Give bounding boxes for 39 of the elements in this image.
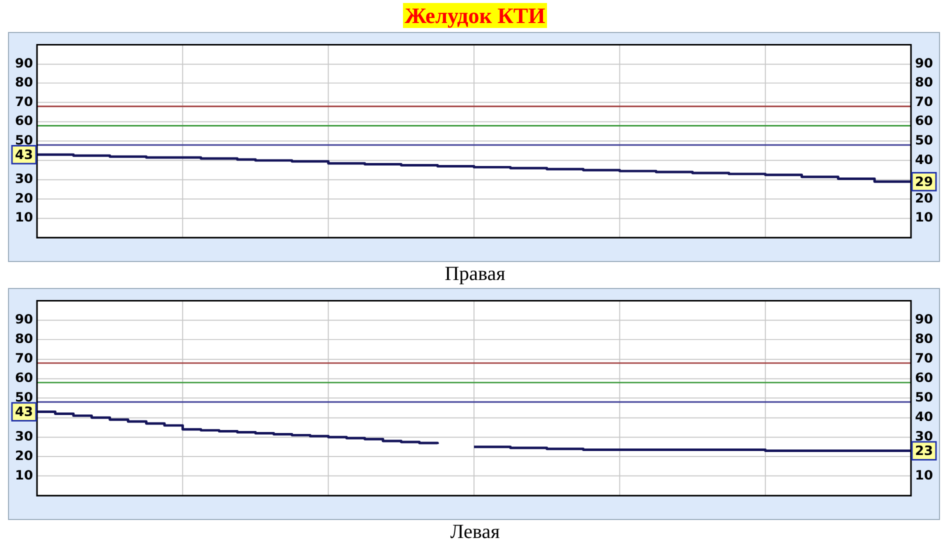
y-tick-label: 30 [14, 430, 34, 444]
y-tick-label: 50 [15, 134, 34, 148]
y2-tick-label: 80 [914, 332, 934, 348]
y2-tick-label: 70 [914, 94, 933, 110]
y2-tick-label: 10 [914, 468, 934, 484]
y2-tick-label: 40 [914, 410, 934, 425]
chart-title: Желудок КТИ [402, 3, 548, 28]
y-tick-label: 30 [15, 172, 34, 188]
y2-tick-label: 90 [914, 312, 934, 328]
y-tick-label: 70 [14, 352, 34, 367]
data-label: 43 [15, 148, 34, 163]
y-tick-label: 50 [14, 390, 34, 406]
y-tick-label: 70 [15, 94, 34, 110]
y2-tick-label: 50 [914, 390, 934, 406]
y2-tick-label: 80 [914, 76, 933, 91]
y-tick-label: 80 [15, 76, 34, 91]
y2-tick-label: 70 [914, 352, 934, 367]
y2-tick-label: 90 [914, 56, 933, 72]
y-tick-label: 80 [14, 332, 34, 348]
y-tick-label: 90 [15, 56, 34, 72]
y-tick-label: 10 [15, 210, 34, 226]
y-tick-label: 60 [14, 371, 34, 386]
data-label: 43 [14, 405, 34, 420]
data-label: 23 [914, 444, 934, 460]
y2-tick-label: 40 [914, 152, 933, 168]
y-tick-label: 90 [14, 312, 34, 328]
x-axis-title: Левая [449, 520, 501, 544]
y2-tick-label: 60 [914, 371, 934, 386]
y2-tick-label: 50 [914, 134, 933, 148]
y-tick-label: 60 [15, 114, 34, 130]
y2-tick-label: 20 [914, 191, 933, 206]
data-label: 29 [914, 175, 934, 190]
y-tick-label: 20 [15, 191, 34, 206]
x-axis-title: Правая [444, 262, 506, 286]
y2-tick-label: 10 [914, 210, 933, 226]
y2-tick-label: 60 [914, 114, 933, 130]
y-tick-label: 20 [14, 449, 34, 464]
y2-tick-label: 30 [914, 430, 934, 444]
y-tick-label: 10 [14, 468, 34, 484]
